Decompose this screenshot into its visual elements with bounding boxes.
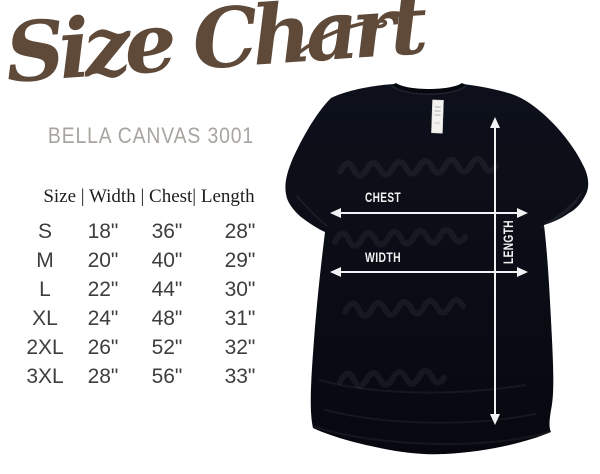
length-cell: 32" [224,335,256,359]
size-cell: 2XL [26,335,64,359]
size-cell: L [39,277,51,301]
size-cell: 3XL [26,364,64,388]
tshirt-silhouette [285,84,589,455]
width-cell: 24" [87,306,119,330]
width-cell: 20" [87,248,119,272]
chest-cell: 44" [151,277,183,301]
measurement-arrows [330,117,528,425]
chest-cell: 52" [151,335,183,359]
chest-cell: 56" [151,364,183,388]
length-cell: 31" [224,306,256,330]
length-arrow-label: LENGTH [500,220,516,264]
size-cell: XL [32,306,58,330]
chest-cell: 40" [151,248,183,272]
brand-subtitle: BELLA CANVAS 3001 [47,123,255,148]
width-arrow-label: WIDTH [365,249,401,265]
width-cell: 18" [87,219,119,243]
width-cell: 26" [87,335,119,359]
fabric-wrinkles [296,193,582,445]
length-cell: 28" [224,219,256,243]
size-cell: S [37,219,52,243]
size-cell: M [36,248,54,272]
table-row: 3XL 28" 56" 33" [18,362,280,391]
chest-cell: 36" [151,219,183,243]
neck-tag [431,99,444,134]
length-cell: 33" [224,364,256,388]
table-row: L 22" 44" 30" [18,275,280,304]
watermark-script [332,156,499,389]
collar-seam [391,85,467,95]
width-cell: 28" [87,364,119,388]
size-table-header: Size | Width | Chest| Length [43,186,255,207]
width-cell: 22" [87,277,119,301]
length-cell: 30" [224,277,256,301]
table-row: XL 24" 48" 31" [18,304,280,333]
table-row: M 20" 40" 29" [18,246,280,275]
table-row: 2XL 26" 52" 32" [18,333,280,362]
title-flourish [295,19,388,56]
chest-arrow-label: CHEST [365,189,401,205]
size-table: Size | Width | Chest| Length S 18" 36" 2… [18,186,280,391]
table-row: S 18" 36" 28" [18,217,280,246]
collar [392,83,466,94]
length-cell: 29" [224,248,256,272]
tshirt-photo: CHEST WIDTH LENGTH [285,80,600,474]
chest-cell: 48" [151,306,183,330]
